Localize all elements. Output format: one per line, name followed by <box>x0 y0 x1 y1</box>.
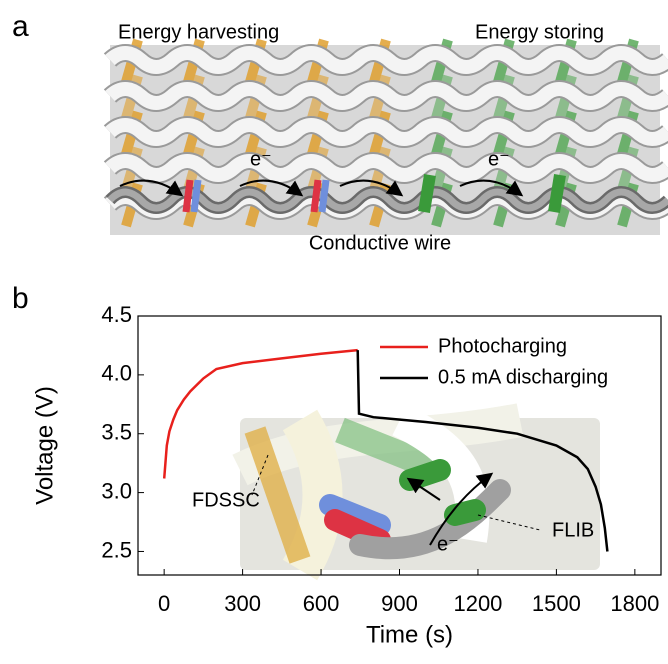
y-tick-label: 4.5 <box>101 302 132 327</box>
inset-label: FLIB <box>552 519 594 541</box>
x-tick-label: 1800 <box>610 591 659 616</box>
electron-label: e⁻ <box>250 148 272 170</box>
y-tick-label: 2.5 <box>101 537 132 562</box>
figure: a Energy harvesting Energy storing e⁻ e⁻… <box>0 0 668 659</box>
x-tick-label: 1200 <box>453 591 502 616</box>
inset-label: FDSSC <box>192 489 260 511</box>
x-tick-label: 1500 <box>532 591 581 616</box>
panel-label: a <box>12 10 29 43</box>
inset-label: e⁻ <box>437 533 459 555</box>
fiber <box>314 180 318 212</box>
fabric-illustration <box>110 40 668 235</box>
illustration-title: Energy harvesting <box>118 21 279 43</box>
electron-label: e⁻ <box>488 148 510 170</box>
y-tick-label: 3.0 <box>101 478 132 503</box>
x-tick-label: 300 <box>224 591 261 616</box>
fiber <box>424 175 430 212</box>
y-tick-label: 4.0 <box>101 361 132 386</box>
wire-label: Conductive wire <box>309 232 451 254</box>
legend-label: Photocharging <box>438 335 567 357</box>
x-axis-title: Time (s) <box>366 621 453 648</box>
fiber <box>186 180 190 212</box>
x-tick-label: 900 <box>381 591 418 616</box>
inset-illustration <box>240 418 600 570</box>
illustration-title: Energy storing <box>475 21 604 43</box>
fiber <box>194 180 198 212</box>
fiber <box>322 180 326 212</box>
y-axis-title: Voltage (V) <box>31 386 58 505</box>
legend-label: 0.5 mA discharging <box>438 366 608 388</box>
fiber <box>554 175 560 212</box>
y-tick-label: 3.5 <box>101 420 132 445</box>
x-tick-label: 0 <box>158 591 170 616</box>
x-tick-label: 600 <box>303 591 340 616</box>
panel-label: b <box>12 282 29 315</box>
